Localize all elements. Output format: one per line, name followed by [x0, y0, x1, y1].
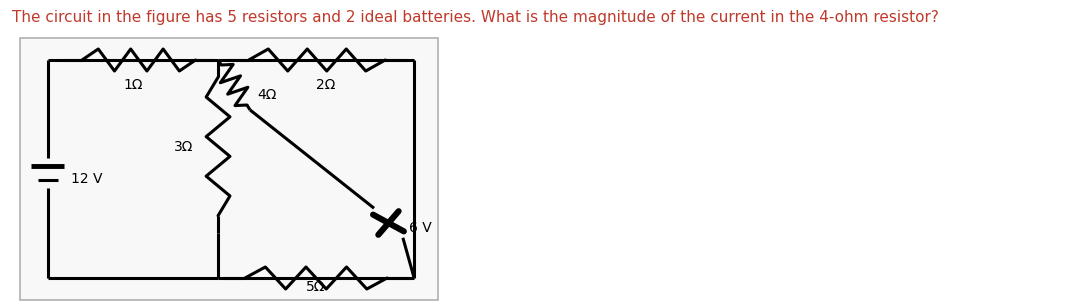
Text: 1Ω: 1Ω	[123, 78, 143, 92]
Text: 5Ω: 5Ω	[307, 280, 326, 294]
Text: 2Ω: 2Ω	[315, 78, 335, 92]
Text: 4Ω: 4Ω	[257, 88, 277, 102]
Text: 6 V: 6 V	[409, 221, 431, 235]
Bar	[20, 38, 437, 300]
Text: The circuit in the figure has 5 resistors and 2 ideal batteries. What is the mag: The circuit in the figure has 5 resistor…	[12, 10, 938, 25]
Text: 12 V: 12 V	[72, 172, 103, 186]
Text: 3Ω: 3Ω	[173, 140, 193, 153]
